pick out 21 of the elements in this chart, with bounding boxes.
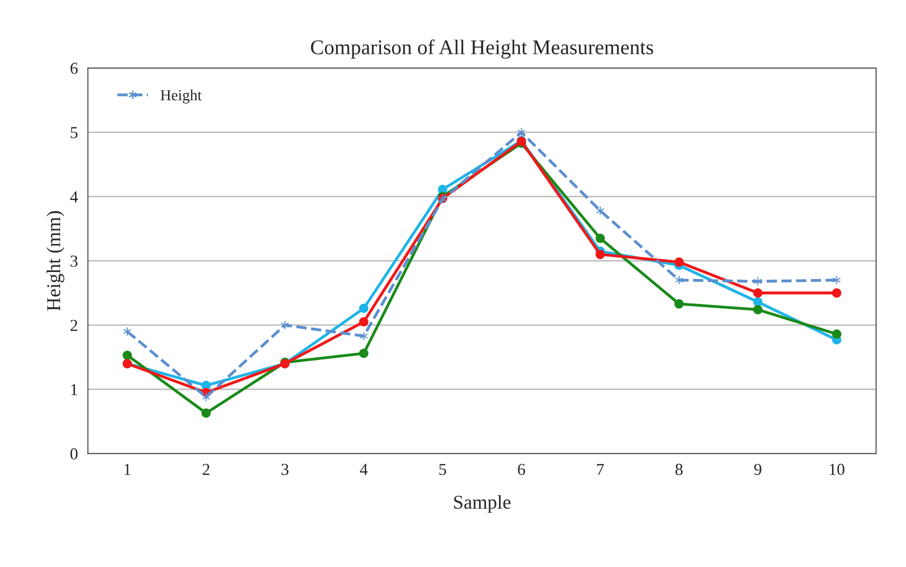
y-axis-title: Height (mm): [46, 211, 64, 311]
y-tick-label: 2: [70, 320, 78, 331]
x-tick-label: 3: [282, 464, 288, 476]
x-tick-label: 5: [439, 464, 446, 476]
x-tick-label: 8: [676, 464, 683, 476]
x-tick-label: 7: [597, 464, 604, 475]
y-tick-label: 0: [70, 448, 78, 460]
x-tick-label: 10: [830, 464, 844, 476]
y-tick-label: 3: [70, 256, 78, 267]
x-tick-label: 6: [518, 464, 526, 476]
x-tick-label: 1: [124, 464, 130, 475]
x-axis-title: Sample: [454, 495, 510, 513]
x-tick-label: 9: [754, 464, 762, 476]
y-tick-label: 1: [71, 384, 78, 396]
y-tick-label: 5: [70, 127, 78, 138]
legend-label: Height: [160, 90, 202, 104]
y-tick-label: 6: [70, 62, 78, 74]
y-tick-label: 4: [70, 191, 78, 202]
x-tick-label: 4: [360, 464, 368, 475]
x-tick-label: 2: [202, 464, 210, 475]
chart-title: Comparison of All Height Measurements: [310, 39, 654, 59]
